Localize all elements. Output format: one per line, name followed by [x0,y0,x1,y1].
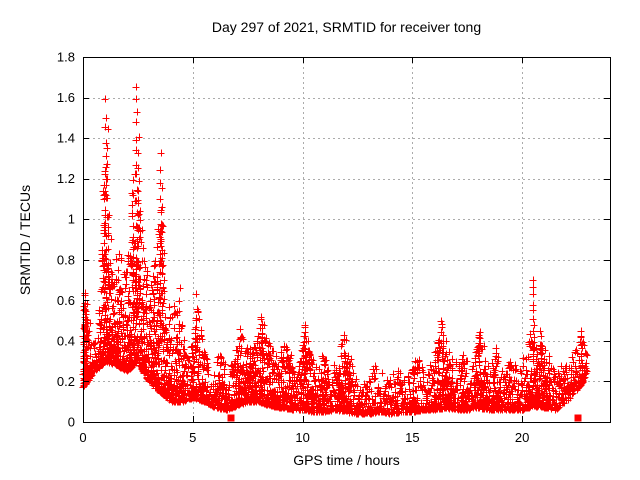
scatter-points [79,83,591,418]
y-tick-label: 0.8 [57,252,75,267]
chart-title: Day 297 of 2021, SRMTID for receiver ton… [211,19,482,35]
x-tick-label: 5 [189,430,196,445]
flag-squares [227,414,582,422]
y-tick-label: 0.2 [57,374,75,389]
x-tick-label: 20 [515,430,529,445]
grid [83,57,610,422]
y-tick-label: 0.6 [57,293,75,308]
x-axis-label: GPS time / hours [293,452,400,468]
y-tick-label: 1.4 [57,131,75,146]
y-tick-label: 0.4 [57,333,75,348]
tick-marks [83,57,610,423]
plot-border [83,57,611,423]
x-tick-label: 15 [405,430,419,445]
x-tick-labels: 0 5 10 15 20 [79,430,529,445]
x-tick-label: 10 [295,430,309,445]
y-tick-label: 0 [68,415,75,430]
y-tick-label: 1.6 [57,90,75,105]
y-tick-label: 1 [68,212,75,227]
y-tick-label: 1.2 [57,171,75,186]
y-tick-label: 1.8 [57,50,75,65]
x-tick-label: 0 [79,430,86,445]
y-tick-labels: 0 0.2 0.4 0.6 0.8 1 1.2 1.4 1.6 1.8 [57,50,75,430]
